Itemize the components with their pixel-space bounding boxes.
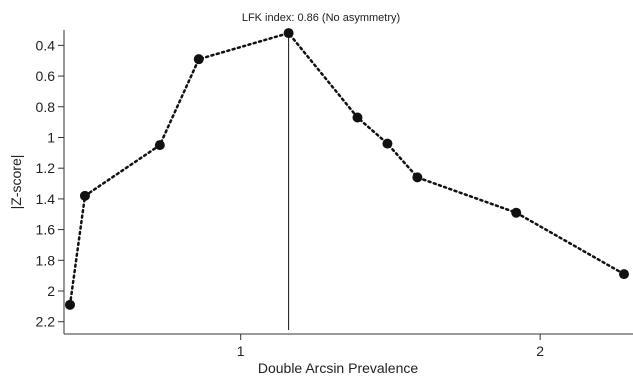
x-tick-label: 1 xyxy=(237,343,245,359)
y-tick-label: 0.4 xyxy=(36,37,56,53)
x-axis-title: Double Arcsin Prevalence xyxy=(258,360,419,376)
y-tick-label: 0.8 xyxy=(36,99,56,115)
y-tick-label: 1.6 xyxy=(36,222,56,238)
y-tick-label: 2 xyxy=(47,283,55,299)
data-points xyxy=(64,28,630,310)
data-point xyxy=(283,28,294,39)
data-point xyxy=(352,112,363,123)
y-tick-label: 2.2 xyxy=(36,314,56,330)
x-tick-label: 2 xyxy=(536,343,544,359)
y-axis-title: |Z-score| xyxy=(8,155,24,210)
data-point xyxy=(382,138,393,149)
y-tick-label: 0.6 xyxy=(36,68,56,84)
data-point xyxy=(64,299,75,310)
chart-title: LFK index: 0.86 (No asymmetry) xyxy=(242,12,400,24)
data-point xyxy=(79,190,90,201)
y-tick-label: 1.4 xyxy=(36,191,56,207)
data-point xyxy=(619,269,630,280)
data-point xyxy=(193,54,204,65)
series-line xyxy=(68,31,626,307)
data-point xyxy=(511,207,522,218)
y-tick-label: 1.8 xyxy=(36,252,56,268)
y-tick-label: 1.2 xyxy=(36,160,56,176)
y-axis-ticks: 0.4 0.6 0.8 1 1.2 1.4 1.6 1.8 2 2.2 xyxy=(36,37,64,330)
y-tick-label: 1 xyxy=(47,129,55,145)
data-point xyxy=(412,172,423,183)
data-point xyxy=(154,140,165,151)
